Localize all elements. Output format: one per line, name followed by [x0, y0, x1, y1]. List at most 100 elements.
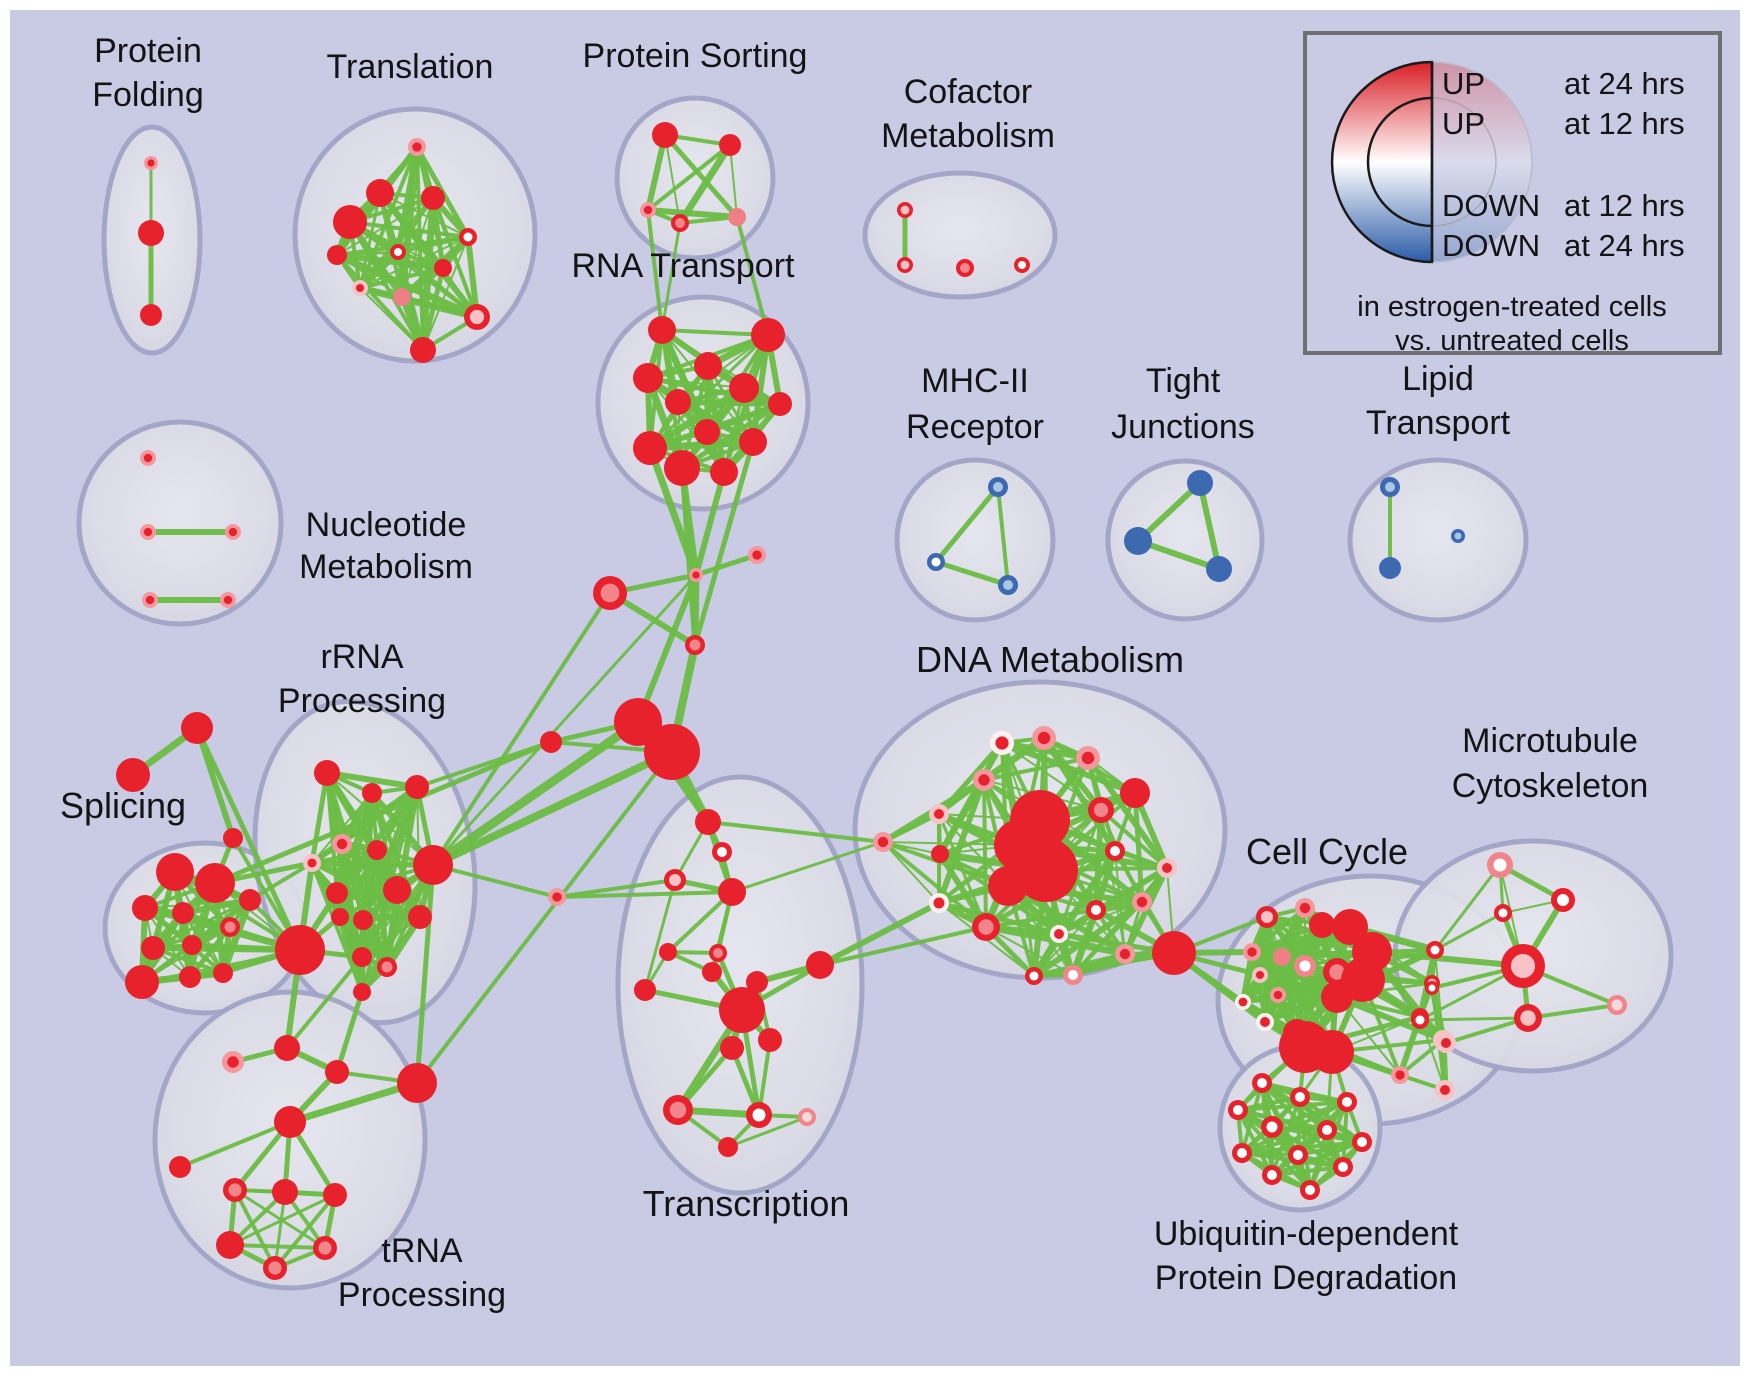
gene-node: [720, 1036, 744, 1060]
gene-node-core: [978, 919, 994, 935]
gene-node: [1321, 981, 1353, 1013]
gene-node: [405, 775, 429, 799]
gene-node-core: [1081, 751, 1095, 765]
interaction-edge: [1294, 924, 1353, 1036]
gene-node: [758, 1028, 782, 1052]
gene-node-core: [318, 1241, 332, 1255]
interaction-edge: [643, 878, 677, 992]
gene-node: [138, 220, 164, 246]
interaction-edge: [985, 926, 1074, 976]
gene-node-core: [1247, 947, 1257, 957]
gene-node-core: [1342, 1097, 1352, 1107]
gene-node: [156, 853, 194, 891]
interaction-edge: [1099, 808, 1169, 870]
cluster-label-ubiquitin: Protein Degradation: [1155, 1259, 1457, 1297]
cluster-label-proteinSorting: Protein Sorting: [583, 37, 808, 75]
interaction-edge: [676, 141, 734, 227]
gene-node-core: [1293, 1150, 1303, 1160]
gene-node-core: [1162, 863, 1172, 873]
gene-node-core: [877, 836, 889, 848]
gene-node: [223, 828, 243, 848]
interaction-edge: [415, 740, 553, 789]
cluster-ellipse-mhcReceptor: [894, 457, 1056, 623]
interaction-edge: [677, 334, 769, 403]
gene-node: [719, 134, 741, 156]
interaction-edge: [361, 889, 398, 993]
legend-footer-line1: in estrogen-treated cells: [1357, 291, 1667, 323]
gene-node-core: [1415, 1015, 1425, 1025]
interaction-edge: [996, 485, 1010, 587]
gene-node: [1273, 948, 1291, 966]
gene-node: [325, 1060, 349, 1084]
cluster-ellipse-lipidTransport: [1347, 457, 1529, 623]
gene-node-core: [1091, 905, 1101, 915]
gene-node: [397, 1063, 437, 1103]
interaction-edge: [178, 1120, 292, 1169]
interaction-edge: [358, 266, 445, 290]
gene-node-core: [1003, 580, 1013, 590]
gene-node: [272, 1179, 298, 1205]
gene-node: [274, 1035, 300, 1061]
gene-node-core: [717, 847, 727, 857]
interaction-edge: [818, 925, 988, 967]
gene-node: [331, 908, 349, 926]
interaction-edge: [324, 770, 420, 790]
legend-box: [1303, 31, 1722, 355]
gene-node: [988, 866, 1028, 906]
gene-node-core: [900, 205, 910, 215]
interaction-edge: [233, 1188, 277, 1270]
gene-node: [275, 925, 325, 975]
interaction-edge: [285, 955, 364, 1050]
cluster-label-lipidTransport: Transport: [1366, 404, 1511, 442]
interaction-edge: [646, 143, 732, 212]
gene-node: [1206, 556, 1232, 582]
legend-row-time: at 12 hrs: [1564, 188, 1685, 223]
interaction-edge: [334, 989, 365, 1075]
gene-node-core: [1498, 908, 1508, 918]
interaction-edge: [1433, 911, 1505, 952]
gene-node: [352, 947, 372, 967]
gene-node: [1309, 912, 1335, 938]
cluster-label-tightJunctions: Junctions: [1111, 408, 1255, 446]
gene-node-core: [1520, 1010, 1536, 1026]
gene-node: [1379, 557, 1401, 579]
interaction-edge: [881, 812, 941, 844]
interaction-edge: [334, 252, 446, 271]
gene-node: [751, 318, 785, 352]
interaction-edge: [635, 572, 699, 725]
gene-node: [141, 936, 165, 960]
gene-node-core: [1440, 1085, 1450, 1095]
gene-node: [326, 882, 348, 904]
gene-node-core: [1430, 945, 1440, 955]
gene-node-core: [689, 639, 701, 651]
interaction-edge: [348, 220, 470, 239]
gene-node: [182, 935, 202, 955]
gene-node-core: [147, 159, 155, 167]
interaction-edge: [555, 890, 734, 899]
interaction-edge: [414, 862, 436, 1086]
interaction-edge: [361, 916, 421, 993]
interaction-edge: [335, 253, 425, 352]
legend-row-dir: UP: [1442, 106, 1485, 141]
gene-node-core: [900, 260, 910, 270]
interaction-edge: [982, 778, 988, 929]
gene-node-core: [1257, 1078, 1267, 1088]
gene-node-core: [1395, 1070, 1405, 1080]
cluster-label-microtubuleCytoskeleton: Microtubule: [1462, 722, 1638, 760]
gene-node-core: [1299, 902, 1311, 914]
gene-node-core: [1357, 1137, 1367, 1147]
interaction-edge: [692, 439, 756, 648]
cluster-label-lipidTransport: Lipid: [1402, 360, 1474, 398]
interaction-edge: [1295, 923, 1324, 1035]
gene-node: [710, 458, 738, 486]
gene-node-core: [1260, 1017, 1270, 1027]
interaction-edge: [704, 401, 783, 435]
gene-node-core: [1029, 971, 1039, 981]
interaction-edge: [1262, 922, 1325, 1025]
interaction-edge: [429, 748, 676, 869]
gene-node-core: [643, 205, 653, 215]
gene-node-core: [228, 527, 238, 537]
gene-node-core: [336, 838, 348, 850]
interaction-edge: [555, 878, 677, 899]
